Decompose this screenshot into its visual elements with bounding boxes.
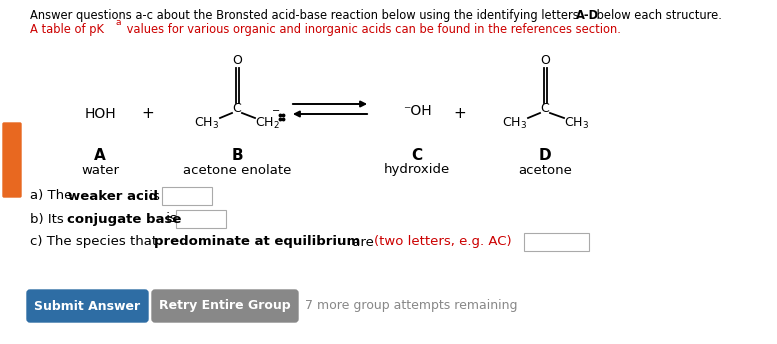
FancyBboxPatch shape	[152, 290, 298, 322]
Text: b) Its: b) Its	[30, 213, 68, 226]
Text: Retry Entire Group: Retry Entire Group	[159, 300, 291, 312]
Text: a: a	[116, 18, 121, 27]
Text: (two letters, e.g. AC): (two letters, e.g. AC)	[374, 236, 511, 248]
Text: C: C	[232, 103, 242, 116]
Text: A table of pK: A table of pK	[30, 23, 104, 36]
Text: +: +	[454, 107, 466, 121]
Text: c) The species that: c) The species that	[30, 236, 162, 248]
Text: Submit Answer: Submit Answer	[34, 300, 140, 312]
Text: O: O	[540, 54, 550, 67]
Text: +: +	[141, 107, 155, 121]
Text: D: D	[538, 149, 552, 163]
Text: predominate at equilibrium: predominate at equilibrium	[154, 236, 361, 248]
Text: below each structure.: below each structure.	[593, 9, 722, 22]
Text: C: C	[541, 103, 549, 116]
Text: CH$_2$: CH$_2$	[255, 116, 280, 131]
Text: O: O	[232, 54, 242, 67]
Text: weaker acid: weaker acid	[68, 190, 158, 203]
Text: a) The: a) The	[30, 190, 77, 203]
Text: water: water	[81, 163, 119, 176]
Text: is: is	[162, 213, 177, 226]
Text: 7 more group attempts remaining: 7 more group attempts remaining	[305, 300, 517, 312]
Text: conjugate base: conjugate base	[67, 213, 181, 226]
Text: CH$_3$: CH$_3$	[503, 116, 528, 131]
Text: hydroxide: hydroxide	[384, 163, 450, 176]
Text: acetone: acetone	[518, 163, 572, 176]
Text: C: C	[412, 149, 423, 163]
Text: acetone enolate: acetone enolate	[183, 163, 291, 176]
Text: −: −	[272, 106, 280, 116]
Text: A: A	[94, 149, 106, 163]
Text: A-D: A-D	[576, 9, 599, 22]
Text: values for various organic and inorganic acids can be found in the references se: values for various organic and inorganic…	[123, 23, 621, 36]
Text: is: is	[145, 190, 160, 203]
FancyBboxPatch shape	[524, 233, 589, 251]
Text: Answer questions a-c about the Bronsted acid-base reaction below using the ident: Answer questions a-c about the Bronsted …	[30, 9, 583, 22]
Text: are: are	[348, 236, 378, 248]
Text: CH$_3$: CH$_3$	[564, 116, 590, 131]
Text: CH$_3$: CH$_3$	[194, 116, 220, 131]
FancyBboxPatch shape	[3, 123, 21, 197]
Text: ⁻OH: ⁻OH	[402, 104, 431, 118]
FancyBboxPatch shape	[27, 290, 148, 322]
FancyBboxPatch shape	[176, 210, 226, 228]
FancyBboxPatch shape	[162, 187, 212, 205]
Text: HOH: HOH	[84, 107, 116, 121]
Text: B: B	[232, 149, 242, 163]
